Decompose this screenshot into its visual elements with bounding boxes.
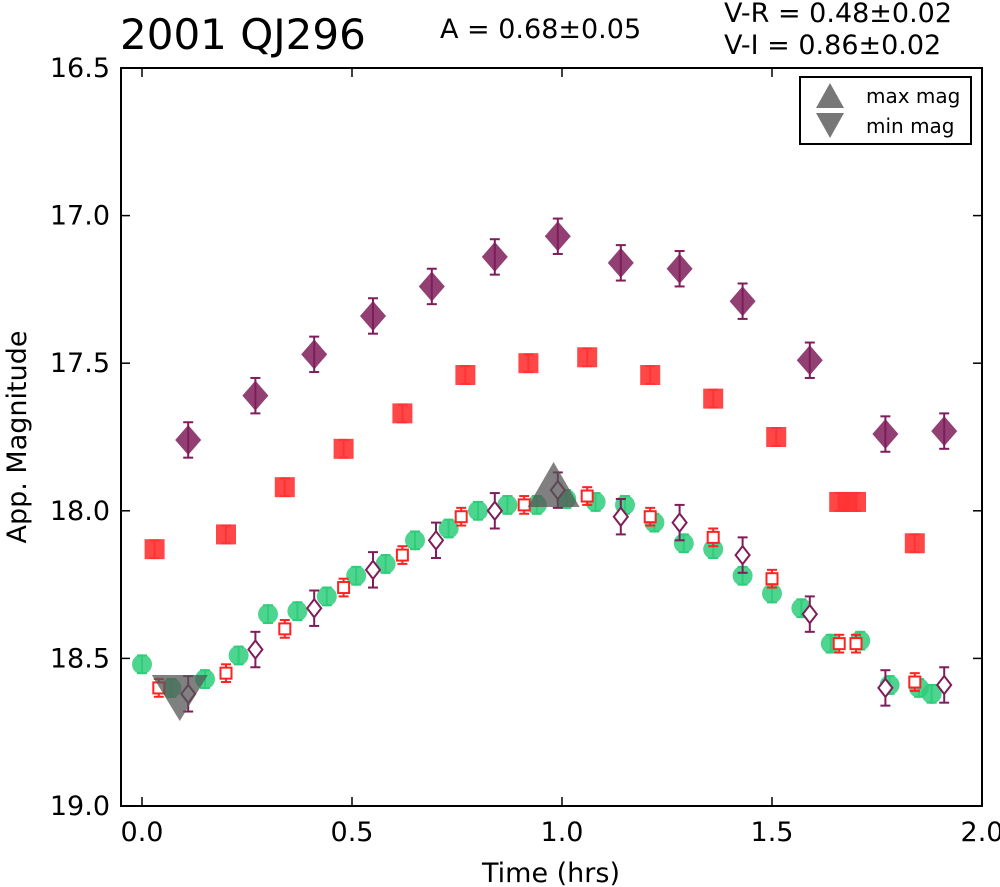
legend: max mag min mag: [799, 76, 972, 145]
data-point-square: [846, 491, 866, 512]
data-point-square: [455, 365, 476, 386]
data-point-circle: [497, 494, 518, 515]
data-point-diamond: [418, 271, 445, 302]
data-point-circle: [132, 654, 152, 675]
data-point-square: [640, 365, 661, 386]
data-point-square-open: [765, 572, 779, 586]
data-point-diamond-open: [935, 674, 953, 696]
data-point-diamond: [481, 241, 508, 272]
data-point-square-open: [454, 510, 468, 524]
data-point-square: [766, 427, 787, 447]
data-point-circle: [228, 645, 249, 666]
chart-title: 2001 QJ296: [120, 10, 366, 59]
data-point-diamond: [301, 339, 328, 370]
data-point-diamond-open: [427, 529, 445, 551]
data-point-square-open: [580, 489, 594, 503]
data-point-diamond-open: [671, 511, 688, 534]
data-point-diamond: [607, 247, 634, 278]
data-point-diamond-open: [364, 559, 382, 581]
data-point-square: [333, 438, 354, 459]
data-point-circle: [258, 604, 278, 625]
y-tick-label: 18.0: [50, 496, 110, 527]
data-point-square: [518, 353, 539, 374]
legend-label: max mag: [866, 84, 960, 108]
data-point-diamond: [242, 380, 269, 411]
axis-ticks: 0.0 0.5 1.0 1.5 2.0 16.5 17.0 17.5 18.0 18.5 19.0: [50, 53, 1000, 848]
data-point-diamond-open: [734, 544, 751, 566]
data-point-circle: [673, 533, 694, 554]
y-tick-label: 17.5: [50, 348, 110, 379]
data-point-square-open: [908, 675, 922, 689]
data-point-circle: [468, 500, 488, 521]
x-tick-label: 0.5: [331, 817, 374, 848]
data-point-square: [392, 403, 413, 424]
data-point-diamond: [175, 424, 202, 455]
data-point-circle: [405, 530, 425, 551]
x-tick-label: 1.0: [541, 817, 584, 848]
data-point-diamond: [796, 345, 823, 376]
data-point-square-open: [278, 622, 292, 636]
data-point-square: [274, 477, 295, 498]
data-point-diamond: [931, 416, 958, 447]
legend-triangle-up-icon: [816, 83, 844, 108]
data-point-diamond-open: [486, 500, 504, 522]
x-tick-label: 1.5: [751, 817, 794, 848]
data-point-circle: [438, 518, 459, 539]
data-point-diamond-open: [877, 677, 894, 699]
amplitude-label: A = 0.68±0.05: [440, 14, 642, 45]
data-point-square: [144, 539, 165, 560]
data-point-circle: [316, 586, 337, 607]
data-point-diamond: [544, 221, 571, 252]
x-axis-label: Time (hrs): [481, 858, 620, 887]
plot-frame: [120, 67, 983, 807]
data-point-circle: [287, 601, 308, 622]
data-point-circle: [703, 539, 724, 560]
y-tick-label: 16.5: [50, 53, 110, 84]
data-point-square-open: [643, 510, 657, 524]
legend-triangle-down-icon: [816, 113, 844, 138]
data-point-square: [703, 388, 724, 409]
data-point-diamond-open: [247, 638, 264, 661]
data-point-diamond-open: [612, 506, 630, 528]
data-point-circle: [732, 565, 753, 586]
legend-label: min mag: [866, 114, 955, 138]
x-tick-label: 0.0: [121, 817, 164, 848]
data-point-circle: [346, 565, 367, 586]
y-tick-label: 18.5: [50, 643, 110, 674]
data-point-square: [216, 524, 236, 545]
data-point-square-open: [849, 637, 863, 651]
data-point-diamond: [666, 253, 693, 284]
data-point-circle: [375, 553, 396, 574]
data-point-square-open: [517, 498, 531, 512]
data-point-diamond: [360, 300, 386, 331]
data-point-square-open: [706, 530, 720, 544]
data-point-square-open: [395, 548, 409, 562]
data-point-square: [904, 533, 925, 554]
data-point-diamond-open: [305, 597, 323, 619]
color-vi-label: V-I = 0.86±0.02: [724, 30, 942, 61]
data-point-circle: [921, 683, 942, 704]
data-marks: [132, 217, 958, 721]
y-axis-label: App. Magnitude: [2, 331, 33, 544]
data-point-square-open: [219, 666, 233, 680]
color-vr-label: V-R = 0.48±0.02: [724, 0, 953, 29]
data-point-square-open: [832, 637, 846, 651]
data-point-diamond-open: [801, 603, 819, 625]
data-point-square: [577, 347, 598, 368]
data-point-diamond: [872, 419, 899, 450]
x-tick-label: 2.0: [961, 817, 1000, 848]
data-point-diamond: [729, 286, 756, 317]
y-tick-label: 19.0: [50, 791, 110, 822]
min-mag-marker: [151, 674, 208, 721]
y-tick-label: 17.0: [50, 201, 110, 232]
data-point-square-open: [337, 581, 351, 595]
max-mag-marker: [527, 462, 580, 508]
